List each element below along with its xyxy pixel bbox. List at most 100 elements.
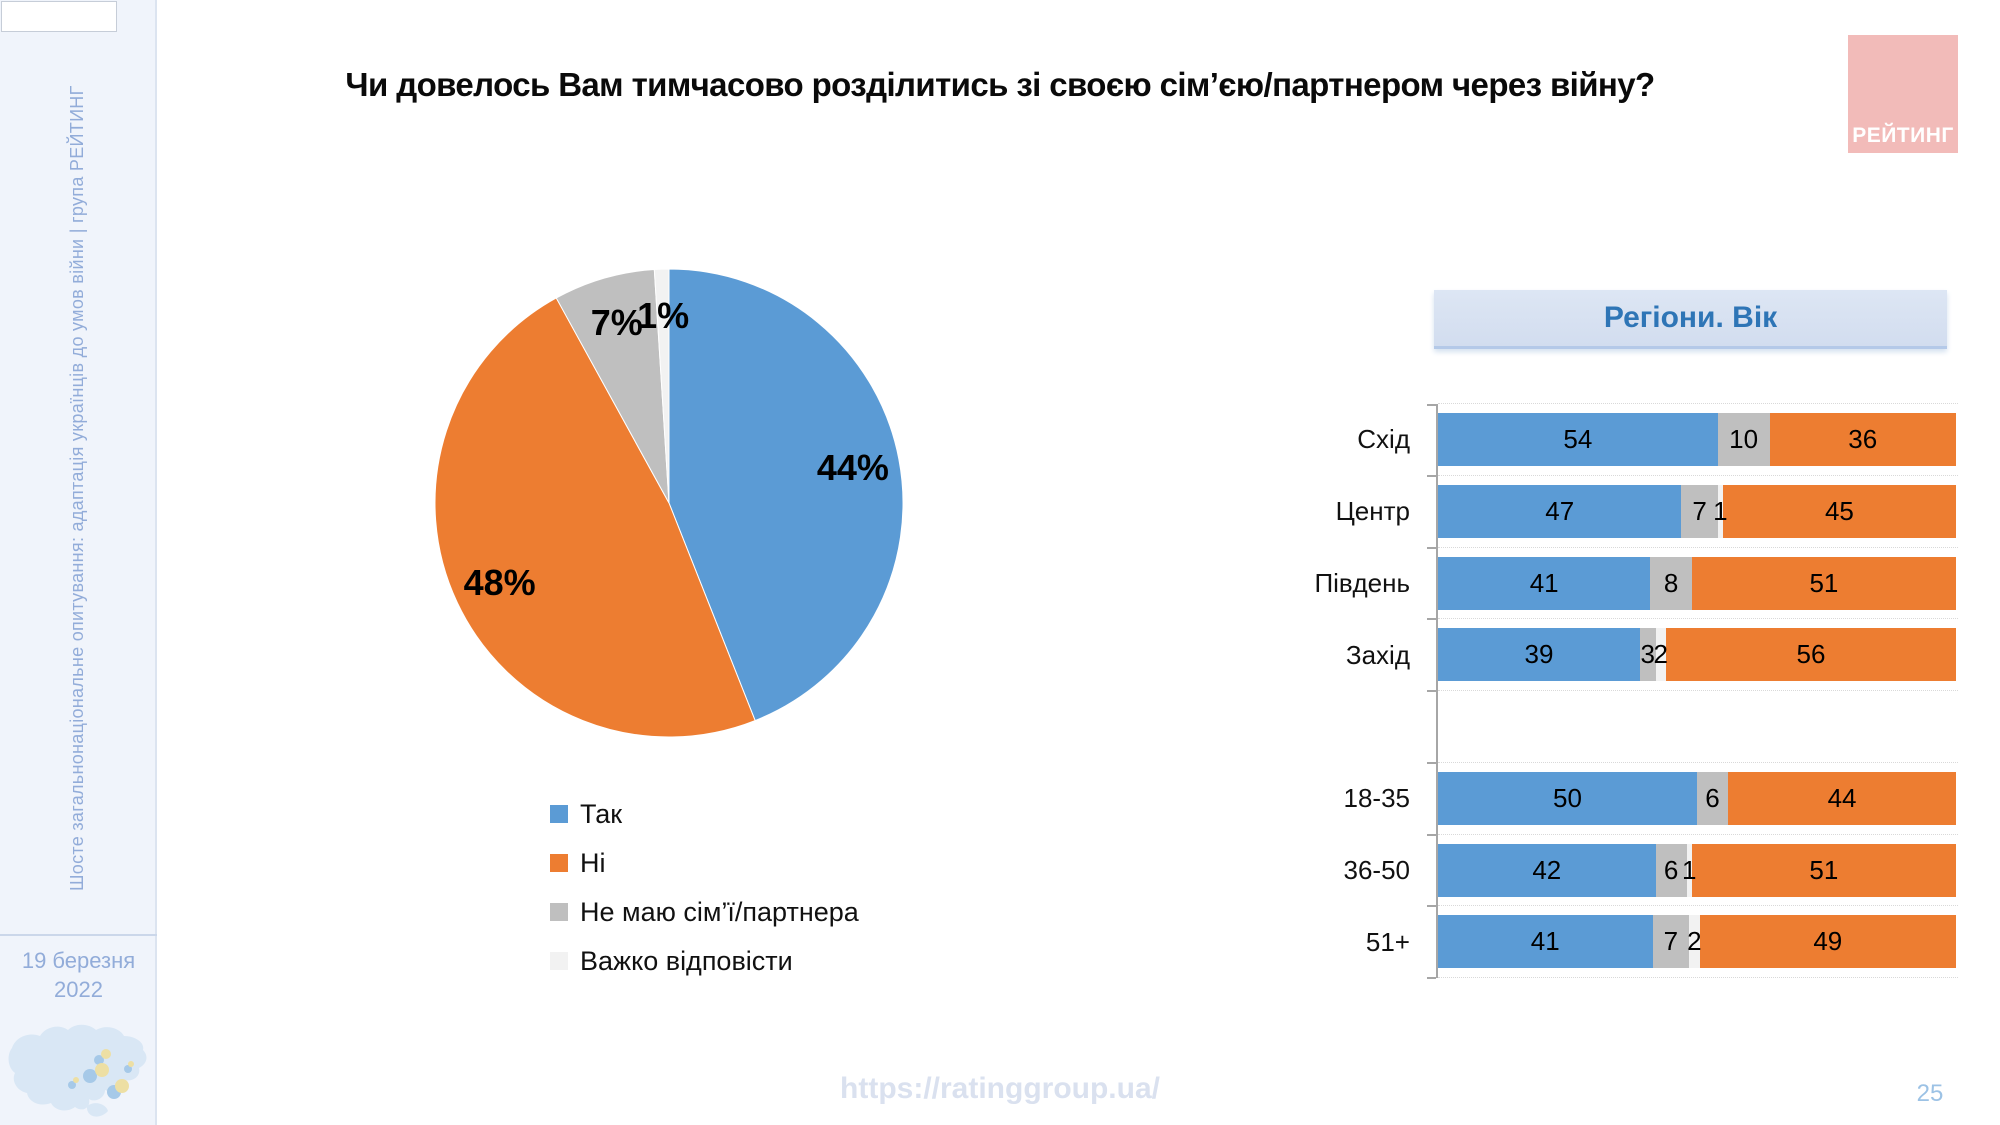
bar-value-label: 3 [1640, 639, 1656, 670]
bar-value-label: 45 [1824, 495, 1854, 526]
sidebar-date: 19 березня 2022 [0, 946, 157, 1004]
legend-item-no: Ні [550, 848, 859, 878]
bar-category-label: 51+ [1365, 926, 1410, 957]
bar-segment-hard-to-say: 1 [1713, 484, 1728, 538]
axis-tick [1427, 404, 1436, 406]
bar-value-label: 54 [1563, 424, 1593, 454]
bar-segment-no-family: 8 [1650, 556, 1692, 610]
bar-track: 54 10 36 [1438, 413, 1956, 466]
gridline [1438, 761, 1958, 763]
bar-segment-yes: 39 [1438, 628, 1641, 682]
bar-track: 41 7 2 49 [1438, 915, 1956, 969]
gridline [1438, 618, 1958, 620]
pie-slice-no [434, 297, 756, 738]
bar-track: 39 3 2 56 [1438, 628, 1956, 682]
bar-value-label: 47 [1545, 495, 1575, 526]
bar-row-18-35: 18-35 50 6 44 [1160, 761, 1960, 835]
bar-value-label: 51 [1809, 854, 1839, 885]
sidebar: Шосте загальнонаціональне опитування: ад… [0, 0, 157, 1125]
pie-value-label-no-family: 7% [590, 302, 643, 344]
bar-value-label: 51 [1809, 567, 1839, 598]
bar-row-36-50: 36-50 42 6 1 51 [1160, 833, 1960, 907]
corner-placeholder-box [1, 1, 117, 32]
bar-segment-hard-to-say: 2 [1653, 628, 1668, 682]
bar-value-label: 1 [1681, 854, 1697, 885]
bar-category-label: 18-35 [1343, 783, 1411, 814]
bar-track: 41 8 51 [1438, 556, 1956, 610]
bar-segment-no: 51 [1691, 843, 1956, 897]
bar-segment-no: 51 [1691, 556, 1956, 610]
axis-tick [1427, 761, 1436, 764]
bar-segment-hard-to-say: 1 [1682, 843, 1696, 897]
page-title: Чи довелось Вам тимчасово розділитись зі… [345, 66, 1655, 103]
bar-segment-yes: 42 [1438, 843, 1656, 897]
footer-url-link[interactable]: https://ratinggroup.ua/ [840, 1072, 1160, 1105]
legend-label: Так [580, 798, 623, 829]
bar-segment-yes: 47 [1438, 484, 1682, 538]
axis-tick [1427, 546, 1436, 549]
stacked-bar-chart: Схід 54 10 36 Центр 47 7 1 45 Південь 41 8 51 Захід 39… [1160, 403, 1960, 980]
legend-label: Важко відповісти [580, 945, 793, 976]
axis-tick [1427, 690, 1436, 692]
gridline [1438, 977, 1958, 978]
rating-group-logo-label: РЕЙТИНГ [1852, 124, 1954, 147]
bar-row-south: Південь 41 8 51 [1160, 546, 1960, 620]
sidebar-divider [0, 934, 157, 936]
pie-value-label-yes: 44% [816, 446, 889, 488]
category-axis-line [1436, 404, 1438, 978]
bar-value-label: 10 [1729, 424, 1759, 454]
ukraine-map-icon [8, 1024, 147, 1117]
panel-header: Регіони. Вік [1434, 290, 1947, 349]
pie-value-label-no: 48% [463, 561, 536, 603]
legend-swatch-no [550, 854, 568, 872]
legend-item-hard-to-say: Важко відповісти [550, 945, 859, 976]
bar-track: 50 6 44 [1438, 771, 1956, 825]
gridline [1438, 905, 1958, 907]
bar-category-label [1160, 691, 1438, 763]
bar-value-label: 49 [1813, 926, 1843, 957]
bar-segment-no-family: 6 [1655, 843, 1687, 897]
bar-category-label: Центр [1335, 496, 1410, 527]
legend-item-yes: Так [550, 798, 859, 829]
bar-value-label: 7 [1663, 926, 1679, 957]
legend-item-no-family: Не маю сім’ї/партнера [550, 897, 859, 927]
axis-tick [1427, 833, 1436, 836]
bar-track: 47 7 1 45 [1438, 484, 1956, 538]
axis-tick [1427, 977, 1436, 979]
bar-segment-yes: 41 [1438, 556, 1651, 610]
gridline [1438, 403, 1958, 404]
bar-value-label: 36 [1848, 424, 1878, 454]
bar-segment-no: 36 [1769, 413, 1956, 466]
pie-legend: Так Ні Не маю сім’ї/партнера Важко відповіс… [550, 798, 859, 996]
axis-tick [1427, 474, 1436, 477]
bar-segment-yes: 50 [1438, 771, 1697, 825]
bar-value-label: 41 [1529, 567, 1559, 598]
bar-row-center: Центр 47 7 1 45 [1160, 474, 1960, 548]
pie-chart-svg [434, 268, 904, 738]
bar-segment-no-family: 6 [1697, 771, 1729, 825]
axis-tick [1427, 618, 1436, 621]
bar-value-label: 2 [1653, 639, 1668, 670]
bar-segment-yes: 41 [1438, 915, 1653, 969]
sidebar-date-line2: 2022 [54, 977, 103, 1002]
bar-value-label: 6 [1705, 782, 1720, 813]
pie-slice-yes [668, 268, 904, 722]
bar-segment-hard-to-say: 2 [1687, 915, 1702, 969]
gridline [1438, 690, 1958, 691]
legend-swatch-hard-to-say [550, 952, 568, 970]
bar-value-label: 8 [1663, 567, 1679, 598]
bar-segment-no: 49 [1699, 915, 1956, 969]
sidebar-survey-title: Шосте загальнонаціональне опитування: ад… [67, 85, 87, 892]
legend-swatch-yes [550, 805, 568, 823]
bar-segment-no: 44 [1728, 771, 1956, 825]
bar-value-label: 42 [1532, 854, 1562, 885]
gridline [1438, 546, 1958, 548]
sidebar-date-line1: 19 березня [21, 948, 136, 973]
bar-segment-no-family: 3 [1640, 628, 1656, 682]
bar-category-label: Захід [1345, 639, 1410, 670]
page-number: 25 [1916, 1080, 1944, 1107]
rating-group-logo: РЕЙТИНГ [1848, 35, 1958, 153]
bar-segment-no-family: 10 [1717, 413, 1770, 466]
bar-track: 42 6 1 51 [1438, 843, 1956, 897]
pie-value-label-hard-to-say: 1% [637, 294, 690, 336]
